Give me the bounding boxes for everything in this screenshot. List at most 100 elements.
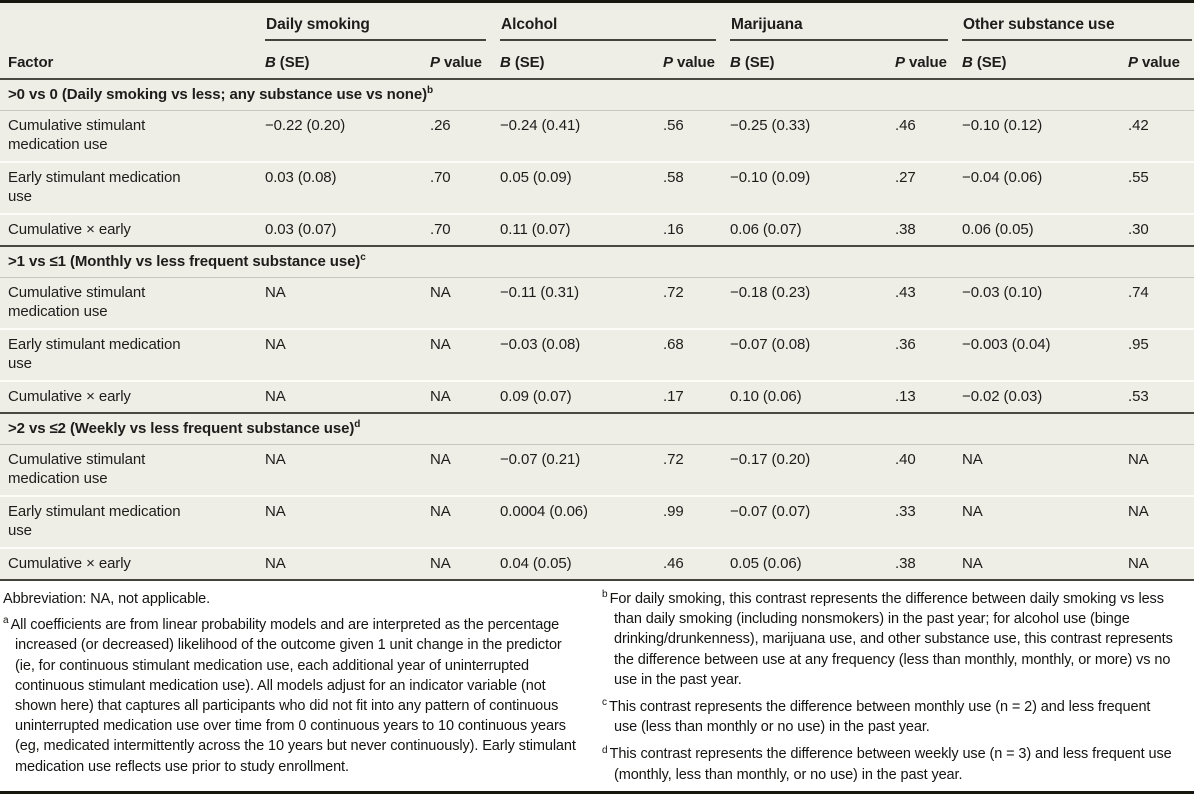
table-row: Early stimulant medication use NA NA 0.0004… [0, 494, 1194, 548]
footnote-marker: a [3, 615, 9, 627]
p-value: .72 [663, 450, 684, 468]
p-value-column-header: P value [663, 41, 730, 79]
footnote-marker: b [426, 85, 434, 96]
b-se-value: 0.06 (0.05) [962, 212, 1129, 246]
p-value: .46 [895, 116, 916, 134]
factor-cell: Cumulative stimulant medication use [8, 283, 146, 321]
p-value: NA [430, 494, 501, 548]
section-title: >2 vs ≤2 (Weekly vs less frequent substa… [0, 412, 1194, 445]
b-se-value: −0.25 (0.33) [730, 116, 811, 134]
abbreviation-note: Abbreviation: NA, not applicable. [3, 591, 211, 607]
p-value: .33 [895, 494, 963, 548]
b-se-column-header: B (SE) [500, 41, 663, 79]
p-value: .74 [1128, 283, 1149, 301]
p-value: .53 [1128, 379, 1194, 413]
p-value: .55 [1128, 160, 1194, 214]
p-label: P [663, 54, 673, 71]
table-top-rule [0, 0, 1194, 3]
b-se-value: 0.06 (0.07) [730, 212, 896, 246]
p-label: P [430, 54, 440, 71]
p-value: .38 [895, 546, 963, 580]
p-value: .27 [895, 160, 963, 214]
group-other-substance-use: Other substance use [962, 3, 1194, 41]
b-se-value: −0.02 (0.03) [962, 379, 1129, 413]
b-se-value: −0.07 (0.07) [730, 494, 896, 548]
section-header-row: >1 vs ≤1 (Monthly vs less frequent subst… [0, 245, 1194, 278]
p-value: NA [430, 283, 451, 301]
b-se-value: −0.07 (0.08) [730, 327, 896, 381]
b-se-value: −0.11 (0.31) [500, 283, 580, 301]
p-value: .58 [663, 160, 731, 214]
b-se-value: 0.0004 (0.06) [500, 494, 664, 548]
b-label: B [265, 54, 276, 71]
p-value: NA [430, 327, 501, 381]
factor-cell: Early stimulant medication use [0, 327, 265, 381]
b-se-value: NA [962, 546, 1129, 580]
factor-cell: Cumulative × early [0, 379, 265, 413]
b-se-value: −0.04 (0.06) [962, 160, 1129, 214]
value-label: value [439, 54, 482, 71]
footnotes-right-column: b For daily smoking, this contrast repres… [602, 589, 1177, 792]
factor-cell: Cumulative × early [0, 546, 265, 580]
p-value: .95 [1128, 327, 1194, 381]
table-row: Cumulative stimulant medication use −0.22… [0, 110, 1194, 162]
p-value: NA [1128, 450, 1149, 468]
b-label: B [730, 54, 741, 71]
footnote-marker: d [354, 419, 361, 430]
group-daily-smoking: Daily smoking [265, 3, 500, 41]
group-label: Alcohol [500, 16, 717, 41]
b-label: B [500, 54, 511, 71]
b-se-value: −0.18 (0.23) [730, 283, 811, 301]
p-value-column-header: P value [895, 41, 962, 79]
footnote-marker: d [602, 744, 608, 756]
footnote-marker: c [360, 252, 366, 263]
se-label: (SE) [275, 54, 310, 71]
b-se-column-header: B (SE) [265, 41, 430, 79]
footnotes-left-column: Abbreviation: NA, not applicable. a All c… [3, 589, 578, 792]
p-value: NA [430, 450, 451, 468]
p-value: .26 [430, 116, 451, 134]
factor-column-header: Factor [8, 54, 54, 71]
p-value: .42 [1128, 116, 1149, 134]
p-value: .38 [895, 212, 963, 246]
b-se-value: 0.05 (0.09) [500, 160, 664, 214]
footnote-a: a All coefficients are from linear probab… [3, 615, 578, 777]
footnote-text: All coefficients are from linear probabi… [10, 617, 576, 775]
section-title: >1 vs ≤1 (Monthly vs less frequent subst… [0, 245, 1194, 278]
b-se-value: 0.04 (0.05) [500, 546, 664, 580]
se-label: (SE) [510, 54, 545, 71]
b-se-value: NA [265, 379, 430, 413]
p-value: .68 [663, 327, 731, 381]
value-label: value [672, 54, 715, 71]
footnote-c: c This contrast represents the difference… [602, 697, 1177, 737]
b-se-value: 0.03 (0.08) [265, 160, 430, 214]
b-se-value: NA [265, 546, 430, 580]
footnotes-left-items: a All coefficients are from linear probab… [3, 615, 578, 777]
section-title: >0 vs 0 (Daily smoking vs less; any subs… [0, 78, 1194, 111]
b-label: B [962, 54, 973, 71]
group-alcohol: Alcohol [500, 3, 730, 41]
b-se-value: −0.03 (0.08) [500, 327, 664, 381]
p-value: NA [430, 379, 501, 413]
b-se-value: 0.11 (0.07) [500, 212, 664, 246]
p-value: .99 [663, 494, 731, 548]
factor-cell: Cumulative stimulant medication use [8, 450, 146, 488]
b-se-value: −0.10 (0.12) [962, 116, 1043, 134]
b-se-value: 0.09 (0.07) [500, 379, 664, 413]
column-group-row: Daily smoking Alcohol Marijuana Other su… [0, 3, 1194, 41]
b-se-value: NA [265, 450, 286, 468]
footnote-text: For daily smoking, this contrast represe… [609, 591, 1173, 688]
p-label: P [895, 54, 905, 71]
factor-cell: Early stimulant medication use [0, 160, 265, 214]
table-row: Early stimulant medication use 0.03 (0.08… [0, 160, 1194, 214]
results-table: Daily smoking Alcohol Marijuana Other su… [0, 3, 1194, 581]
table-row: Early stimulant medication use NA NA −0.03 … [0, 327, 1194, 381]
b-se-value: NA [265, 494, 430, 548]
group-label: Daily smoking [265, 16, 487, 41]
table-body: >0 vs 0 (Daily smoking vs less; any subs… [0, 78, 1194, 580]
value-label: value [1137, 54, 1180, 71]
p-value: .70 [430, 212, 501, 246]
b-se-column-header: B (SE) [962, 41, 1128, 79]
b-se-value: NA [962, 494, 1129, 548]
